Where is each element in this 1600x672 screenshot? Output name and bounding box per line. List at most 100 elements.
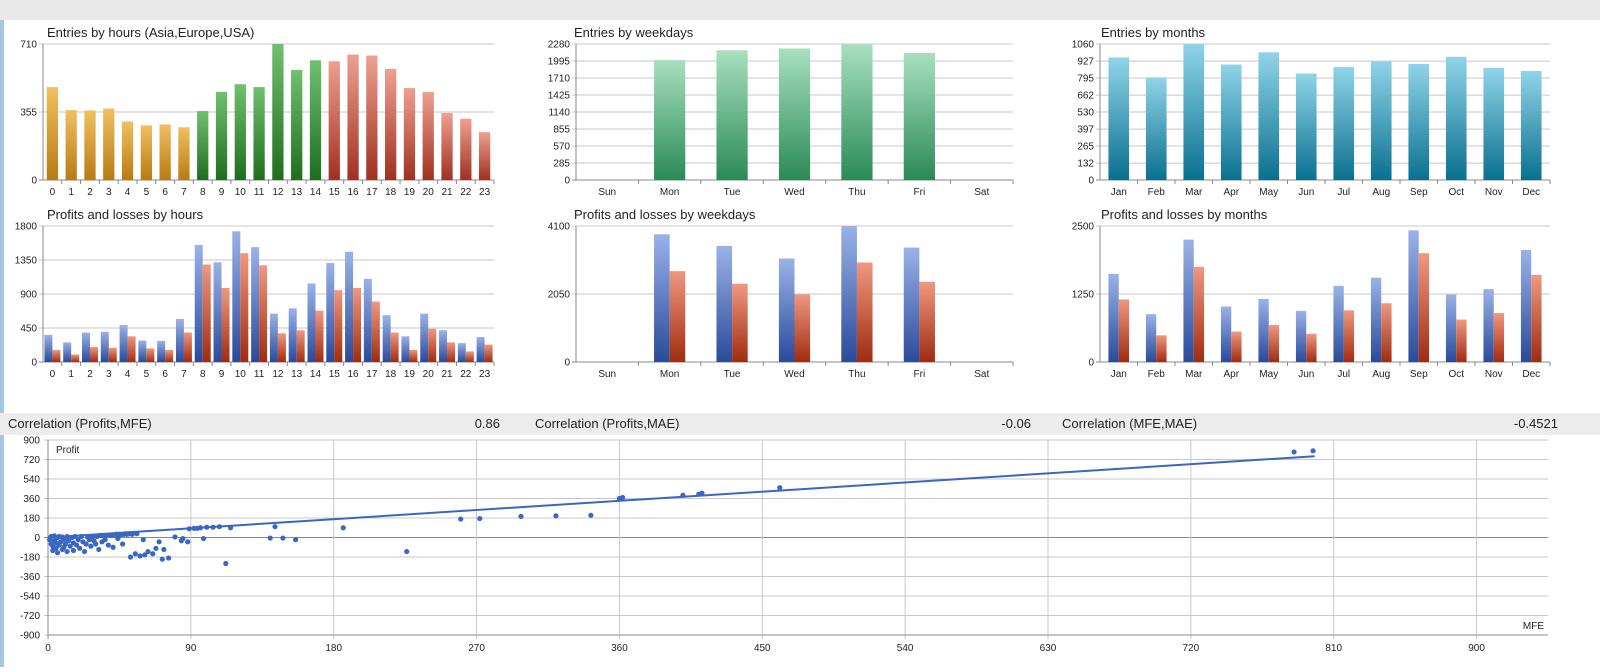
scatter-point — [83, 541, 89, 547]
x-tick-label: Mar — [1185, 369, 1203, 380]
scatter-point — [156, 539, 162, 545]
x-tick-label: Apr — [1223, 187, 1239, 198]
x-tick-label: 20 — [423, 187, 435, 198]
x-tick-label: 15 — [329, 187, 341, 198]
x-tick-label: 4 — [125, 187, 131, 198]
x-tick-label: Aug — [1372, 187, 1390, 198]
x-tick-label: 9 — [219, 369, 225, 380]
top-toolbar-strip — [0, 0, 1600, 20]
bar — [716, 245, 733, 362]
x-tick-label: 270 — [468, 643, 485, 654]
scatter-point — [518, 513, 524, 519]
scatter-point — [127, 554, 134, 560]
bar — [234, 84, 246, 180]
bar — [146, 348, 155, 362]
y-tick-label: 2280 — [548, 40, 571, 51]
bar — [138, 340, 147, 362]
bar — [439, 330, 448, 362]
bar — [1295, 310, 1307, 362]
scatter-point — [216, 524, 223, 530]
bar — [1408, 63, 1430, 180]
x-tick-label: 360 — [611, 643, 628, 654]
y-tick-label: 900 — [20, 290, 37, 301]
bar — [428, 328, 437, 362]
bar — [778, 258, 795, 362]
y-tick-label: 900 — [23, 436, 40, 447]
scatter-point — [477, 515, 483, 522]
bar — [197, 111, 209, 180]
x-tick-label: Jul — [1337, 187, 1350, 198]
x-tick-label: 11 — [254, 369, 265, 380]
x-tick-label: Sat — [974, 187, 989, 198]
bar — [441, 112, 453, 180]
bar — [1183, 44, 1205, 180]
bar — [422, 91, 434, 180]
bar — [108, 347, 117, 362]
scatter-point — [458, 516, 464, 522]
x-tick-label: 8 — [200, 187, 206, 198]
scatter-point — [699, 490, 705, 496]
bar — [46, 87, 59, 180]
bar — [1456, 319, 1467, 362]
bar — [1295, 73, 1317, 180]
scatter-point — [145, 548, 151, 555]
bar — [903, 247, 920, 362]
correlation-label: Correlation (MFE,MAE) — [1062, 416, 1198, 431]
bar — [127, 336, 136, 362]
correlation-value: -0.4521 — [1513, 416, 1558, 431]
y-tick-label: 397 — [1077, 125, 1094, 136]
bar — [1193, 266, 1205, 362]
scatter-point — [185, 539, 191, 545]
x-tick-label: 9 — [219, 187, 225, 198]
bar — [457, 343, 466, 362]
scatter-point — [340, 525, 346, 531]
x-tick-label: 810 — [1325, 643, 1342, 654]
bar — [363, 278, 372, 362]
bar — [1445, 294, 1457, 362]
y-tick-label: 285 — [553, 159, 570, 170]
scatter-point — [227, 525, 234, 531]
bar — [89, 346, 98, 362]
entries-by-hours-chart: Entries by hours (Asia,Europe,USA) 0 355 71… — [0, 22, 500, 198]
y-tick-label: 720 — [23, 455, 40, 466]
y-tick-label: 570 — [553, 142, 570, 153]
x-tick-label: 15 — [329, 369, 341, 380]
correlation-label: Correlation (Profits,MFE) — [8, 416, 152, 431]
x-tick-label: Jan — [1111, 187, 1127, 198]
scatter-point — [93, 541, 99, 547]
bar — [71, 354, 80, 362]
y-tick-label: 265 — [1077, 142, 1094, 153]
bar — [165, 349, 174, 362]
scatter-point — [64, 533, 70, 540]
bar — [296, 330, 305, 362]
correlation-label: Correlation (Profits,MAE) — [535, 416, 680, 431]
x-tick-label: Feb — [1148, 369, 1166, 380]
bar — [334, 290, 343, 362]
y-tick-label: -360 — [20, 572, 40, 583]
bar — [1268, 325, 1280, 362]
y-tick-label: 1800 — [15, 222, 38, 233]
scatter-point — [280, 535, 286, 541]
scatter-point — [64, 548, 70, 555]
bar — [1258, 52, 1280, 180]
scatter-point — [293, 537, 299, 543]
bar — [1220, 64, 1242, 180]
y-tick-label: 0 — [31, 358, 37, 369]
x-tick-label: Sat — [974, 369, 989, 380]
x-axis-label: MFE — [1523, 621, 1544, 632]
x-tick-label: Tue — [724, 187, 741, 198]
bar — [157, 340, 166, 362]
bar — [409, 349, 418, 362]
y-tick-label: 1350 — [15, 256, 38, 267]
scatter-point — [553, 513, 559, 519]
scatter-point — [777, 485, 783, 491]
x-tick-label: 13 — [291, 369, 303, 380]
x-tick-label: Thu — [848, 187, 865, 198]
scatter-point — [61, 537, 67, 543]
bar — [253, 87, 265, 180]
bar — [1333, 285, 1344, 362]
scatter-point — [680, 492, 686, 498]
scatter-point — [66, 538, 72, 544]
x-tick-label: 23 — [479, 187, 491, 198]
bar — [202, 264, 211, 362]
